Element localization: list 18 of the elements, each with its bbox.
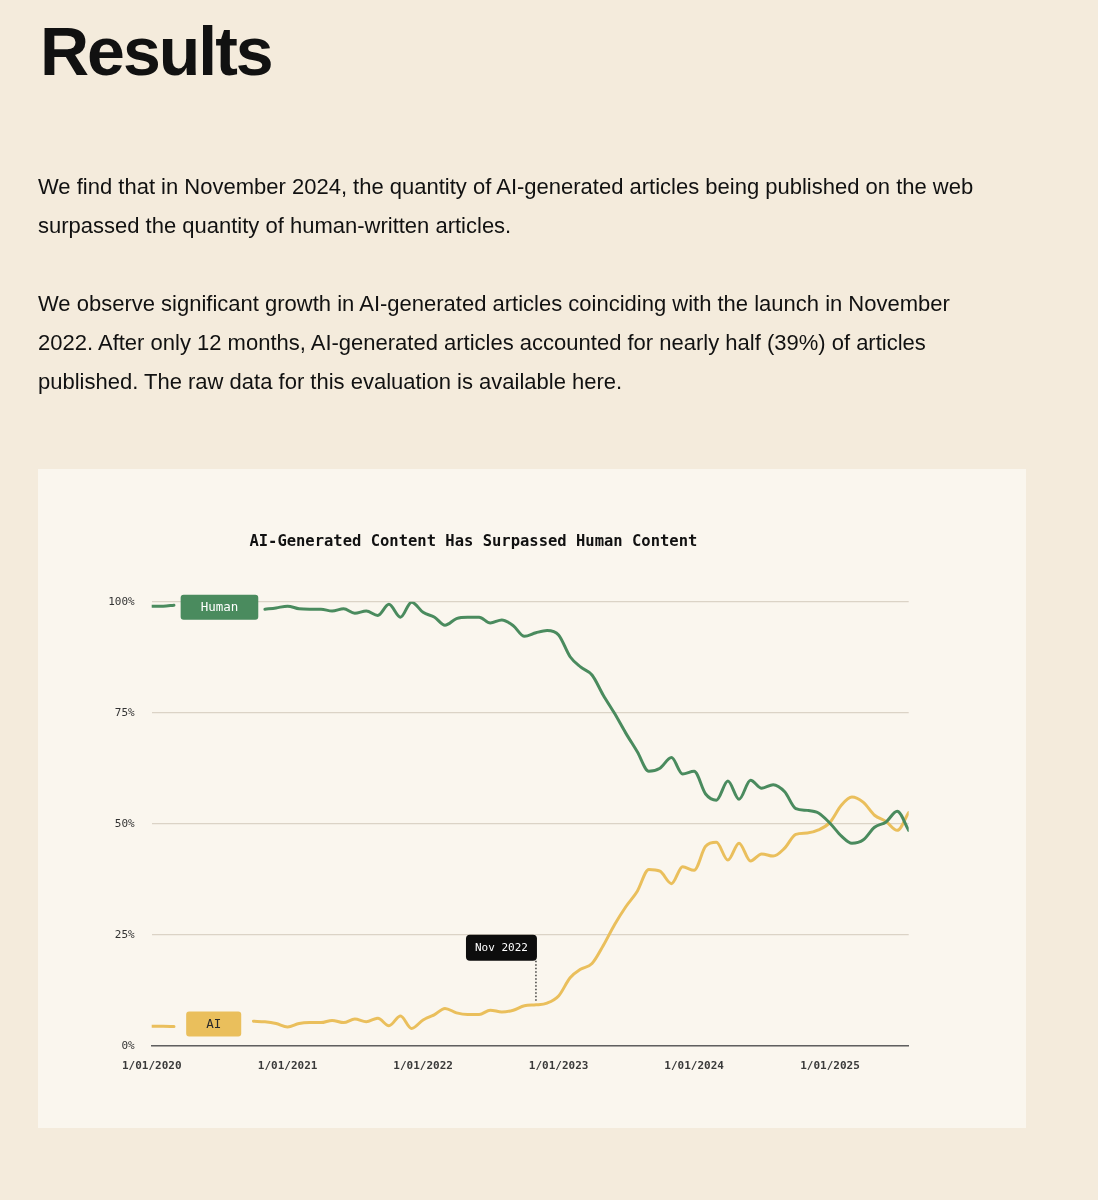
x-tick-label: 1/01/2021 bbox=[257, 1059, 318, 1073]
x-tick-label: 1/01/2022 bbox=[393, 1059, 453, 1073]
x-tick-label: 1/01/2023 bbox=[528, 1059, 589, 1073]
y-tick-label: 25% bbox=[114, 927, 136, 941]
chart-title: AI-Generated Content Has Surpassed Human Content bbox=[249, 532, 698, 551]
y-tick-label: 0% bbox=[121, 1038, 136, 1052]
text: AI bbox=[206, 1015, 222, 1031]
text: Human bbox=[200, 599, 239, 614]
annotation: Nov 2022 bbox=[474, 941, 528, 955]
y-tick-label: 75% bbox=[114, 705, 136, 719]
x-tick-label: 1/01/2020 bbox=[121, 1059, 182, 1073]
y-tick-label: 100% bbox=[108, 594, 136, 608]
text: We find that in November 2024, the quantity of AI-generated articles being published on the web surpassed the quantity of human-written articles. bbox=[38, 173, 975, 240]
y-tick-label: 50% bbox=[114, 816, 136, 830]
text: We observe significant growth in AI-generated articles coinciding with the launch in November 2022. After only 12 months, AI-generated articles accounted for nearly half (39%) of articles published. The raw data for this evaluation is available here. bbox=[38, 290, 951, 396]
x-tick-label: 1/01/2024 bbox=[664, 1059, 725, 1073]
x-tick-label: 1/01/2025 bbox=[800, 1059, 860, 1073]
text: Results bbox=[40, 13, 272, 89]
